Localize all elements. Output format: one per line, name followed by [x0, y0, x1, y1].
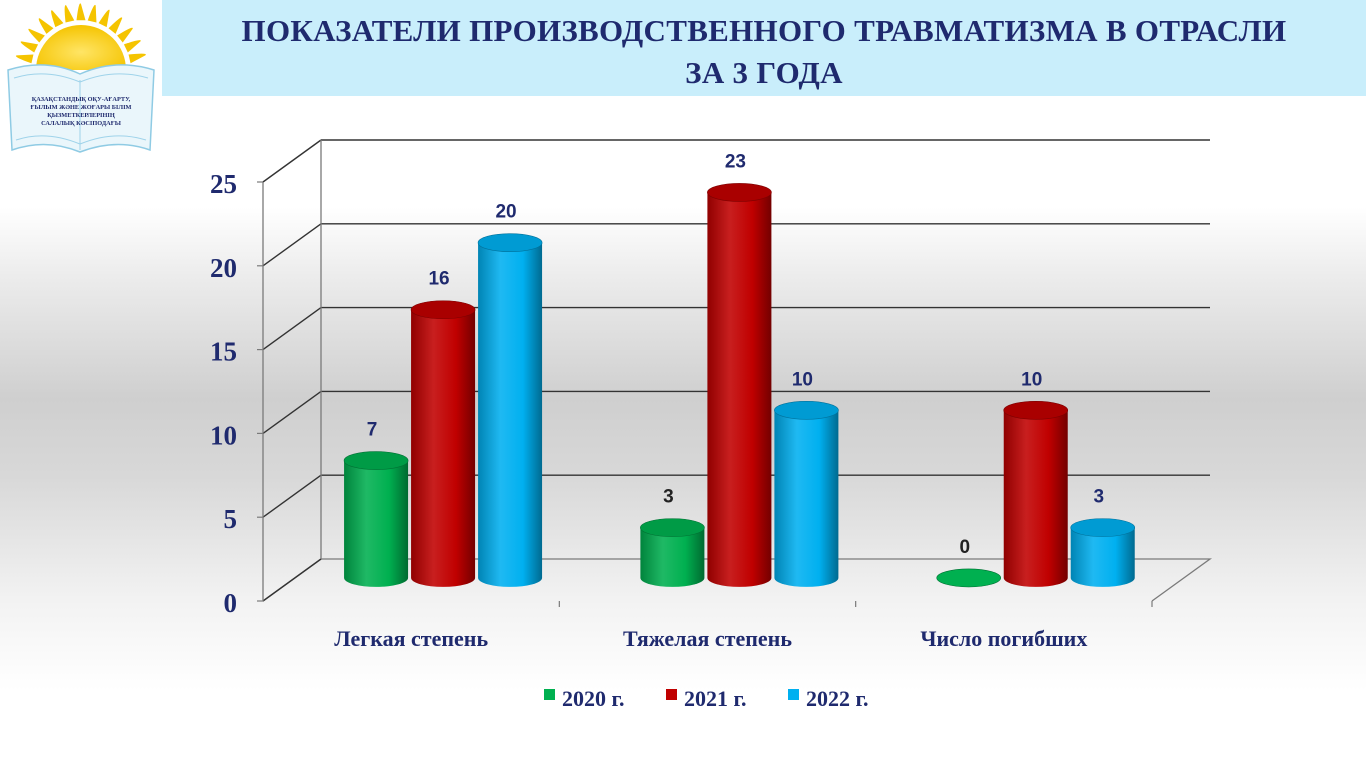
y-tick-label: 10 [210, 420, 237, 450]
sun-ray [20, 41, 39, 53]
y-tick-label: 0 [224, 588, 238, 618]
page-title: ПОКАЗАТЕЛИ ПРОИЗВОДСТВЕННОГО ТРАВМАТИЗМА… [162, 10, 1366, 94]
gridline-side [262, 307, 322, 351]
data-label: 3 [663, 487, 674, 508]
sun-ray [117, 27, 133, 43]
y-tick-label: 25 [210, 169, 237, 199]
legend-swatch [788, 689, 799, 700]
data-label: 7 [367, 420, 378, 441]
bar [936, 568, 1002, 588]
data-label: 3 [1093, 487, 1104, 508]
data-label: 23 [725, 151, 746, 172]
logo-text-line: САЛАЛЫҚ КӘСІПОДАҒЫ [41, 120, 122, 127]
union-logo-icon: ҚАЗАҚСТАНДЫҚ ОҚУ-АҒАРТУ, ҒЫЛЫМ ЖӘНЕ ЖОҒА… [7, 3, 155, 153]
data-label: 16 [428, 269, 449, 290]
title-line-1: ПОКАЗАТЕЛИ ПРОИЗВОДСТВЕННОГО ТРАВМАТИЗМА… [241, 13, 1287, 48]
data-label: 10 [1021, 369, 1042, 390]
data-label: 20 [495, 202, 516, 223]
y-tick-label: 15 [210, 337, 237, 367]
gridline-side [262, 390, 322, 434]
sun-ray [76, 3, 86, 21]
logo-text-line: ҚЫЗМЕТКЕРЛЕРІНІҢ [47, 112, 115, 119]
gridline-side [262, 139, 322, 183]
sun-ray [123, 40, 141, 53]
legend-swatch [544, 689, 555, 700]
sun-ray [15, 54, 34, 64]
legend-swatch [666, 689, 677, 700]
sun-ray [51, 10, 64, 28]
x-tick-label: Тяжелая степень [623, 626, 792, 651]
data-label: 10 [792, 369, 813, 390]
bar [1003, 400, 1069, 587]
bar [640, 518, 705, 587]
sun-ray [128, 53, 146, 64]
sun-ray [28, 28, 45, 43]
sun-ray [98, 9, 110, 28]
bar [774, 400, 839, 587]
gridline-side [262, 474, 322, 518]
title-line-2: ЗА 3 ГОДА [685, 55, 843, 90]
y-tick-label: 5 [224, 504, 238, 534]
logo-text-line: ҚАЗАҚСТАНДЫҚ ОҚУ-АҒАРТУ, [32, 96, 131, 103]
logo-text-line: ҒЫЛЫМ ЖӘНЕ ЖОҒАРЫ БІЛІМ [31, 104, 132, 111]
title-bar [162, 0, 1366, 96]
x-tick-label: Число погибших [920, 626, 1087, 651]
x-tick-label: Легкая степень [334, 626, 488, 651]
bar [410, 300, 476, 587]
bar [343, 451, 409, 587]
y-tick-label: 20 [210, 253, 237, 283]
gridline-side [262, 558, 322, 602]
bar [1070, 518, 1136, 587]
bar [477, 233, 543, 587]
sun-ray [38, 18, 54, 34]
bar [707, 183, 772, 587]
legend-label: 2021 г. [684, 686, 747, 711]
legend-label: 2022 г. [806, 686, 869, 711]
gridline-side [262, 223, 322, 267]
sun-ray [87, 4, 97, 23]
sun-ray [64, 5, 75, 23]
legend-label: 2020 г. [562, 686, 625, 711]
sun-ray [108, 17, 123, 34]
data-label: 0 [959, 537, 970, 558]
